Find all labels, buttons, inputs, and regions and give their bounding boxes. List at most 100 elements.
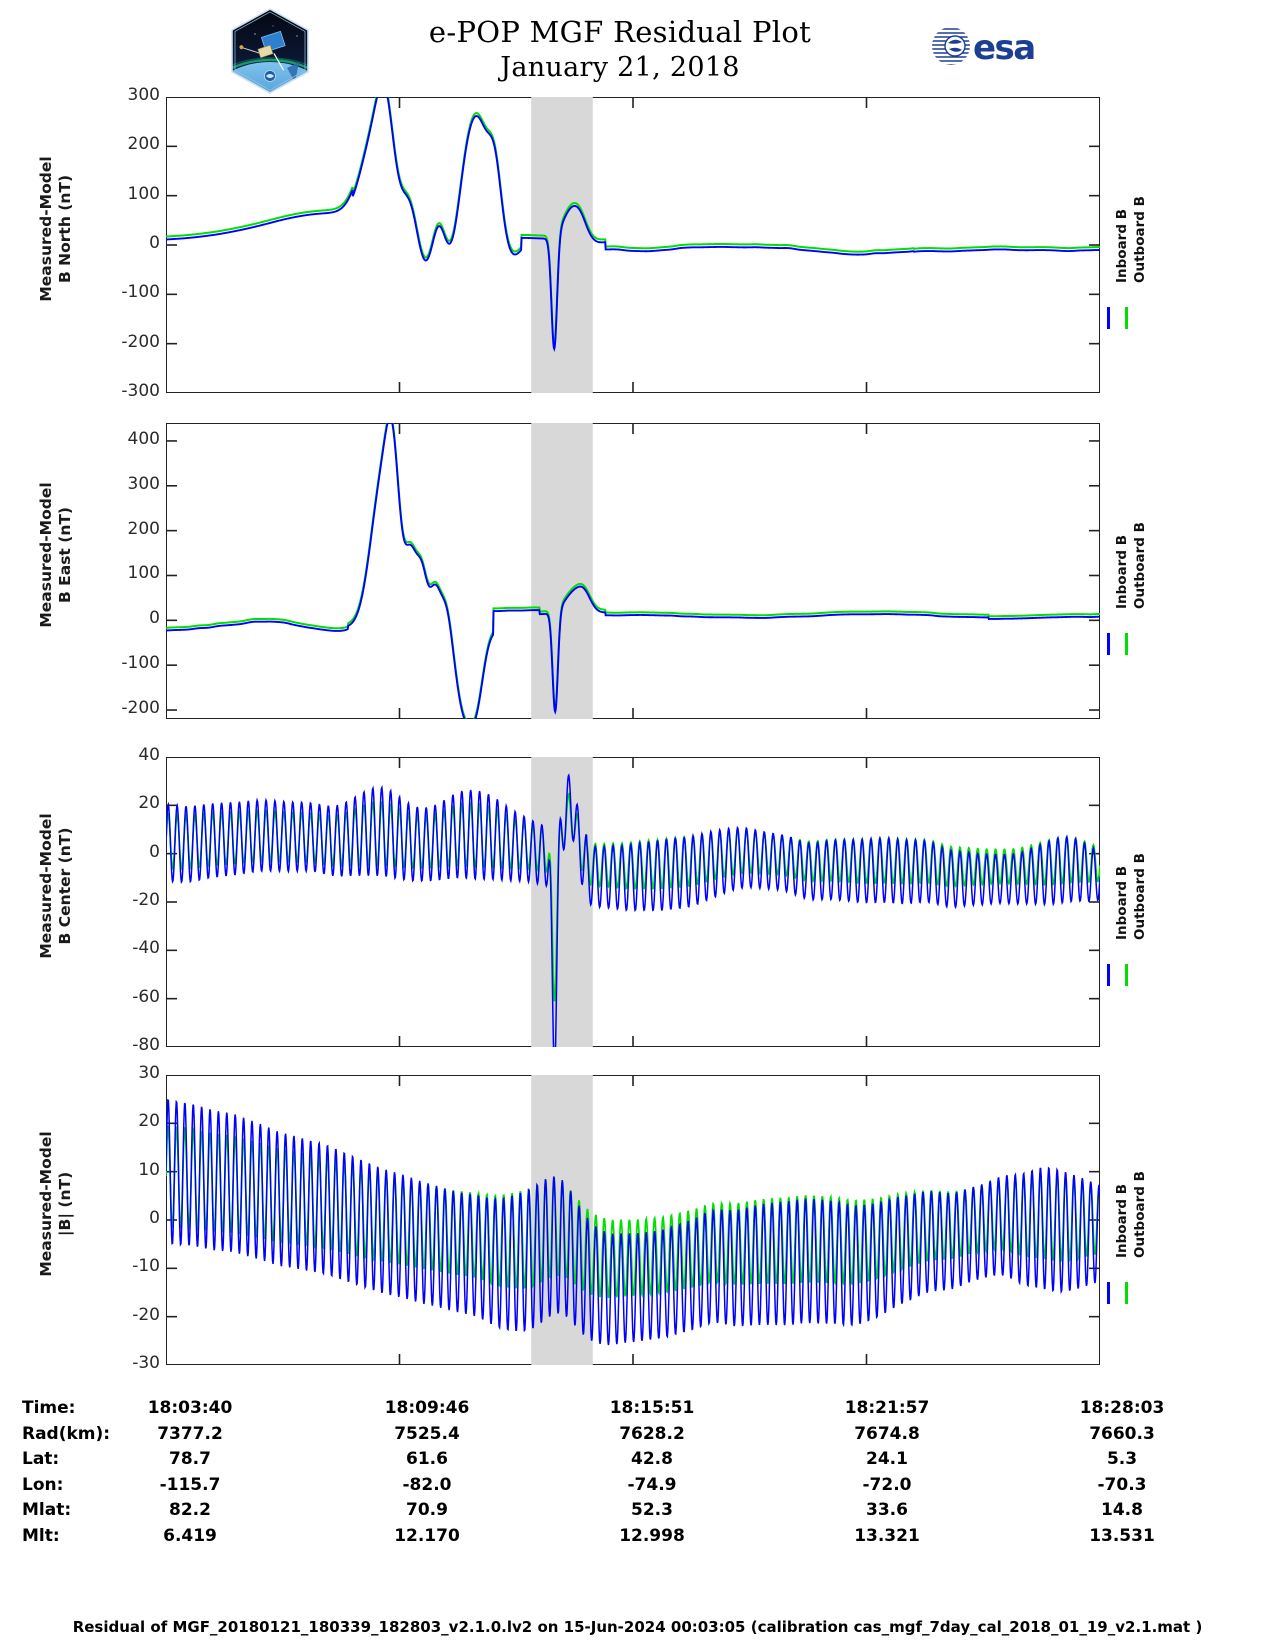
ephemeris-row: Rad(km): 7377.2 7525.4 7628.2 7674.8 7660.3 xyxy=(0,1424,1275,1450)
ephemeris-row-label: Lat: xyxy=(22,1449,60,1469)
ephemeris-cell: 24.1 xyxy=(866,1449,908,1469)
y-tick-label: 300 xyxy=(127,85,160,105)
legend-swatch-inboard xyxy=(1107,307,1110,329)
plot-panel-b-east xyxy=(166,423,1100,719)
y-tick-label: -40 xyxy=(132,938,160,959)
ephemeris-row-label: Mlt: xyxy=(22,1525,60,1546)
plot-canvas-b-center xyxy=(166,757,1100,1047)
ephemeris-cell: 7377.2 xyxy=(157,1423,223,1444)
y-tick-label: -300 xyxy=(121,381,160,401)
ephemeris-cell: 18:28:03 xyxy=(1079,1398,1165,1418)
shaded-time-band xyxy=(531,97,593,393)
ephemeris-cell: 6.419 xyxy=(163,1525,217,1546)
ephemeris-cell: 7674.8 xyxy=(854,1423,920,1444)
legend-swatch-inboard xyxy=(1107,1282,1110,1304)
ephemeris-cell: 18:09:46 xyxy=(384,1398,470,1418)
y-tick-label: -100 xyxy=(121,653,160,674)
y-tick-label: 0 xyxy=(149,841,160,862)
ephemeris-row: Mlt: 6.419 12.170 12.998 13.321 13.531 xyxy=(0,1526,1275,1552)
y-tick-label: 0 xyxy=(149,608,160,629)
ephemeris-cell: 7525.4 xyxy=(394,1423,460,1444)
ephemeris-row: Lat: 78.7 61.6 42.8 24.1 5.3 xyxy=(0,1449,1275,1475)
shaded-time-band xyxy=(531,757,593,1047)
plot-canvas-b-east xyxy=(166,423,1100,719)
y-tick-label: -200 xyxy=(121,331,160,352)
legend-swatch-outboard xyxy=(1125,633,1128,655)
y-tick-label: -20 xyxy=(132,1304,160,1325)
y-tick-label: 20 xyxy=(138,793,160,814)
legend-label-outboard: Outboard B xyxy=(1132,522,1148,609)
ephemeris-cell: 13.531 xyxy=(1089,1525,1155,1546)
plot-frame xyxy=(166,423,1100,719)
ephemeris-cell: 18:15:51 xyxy=(609,1398,695,1418)
y-tick-label: 100 xyxy=(127,563,160,584)
y-tick-label: 40 xyxy=(138,745,160,765)
y-tick-label: 30 xyxy=(138,1063,160,1083)
legend-label-outboard: Outboard B xyxy=(1132,853,1148,940)
y-tick-label: 200 xyxy=(127,518,160,539)
ephemeris-cell: 7628.2 xyxy=(619,1423,685,1444)
y-tick-label: 10 xyxy=(138,1159,160,1180)
y-tick-label: 400 xyxy=(127,428,160,449)
series-line-outboard xyxy=(166,97,1100,346)
ephemeris-cell: -115.7 xyxy=(159,1474,221,1495)
shaded-time-band xyxy=(531,423,593,719)
y-tick-label: 0 xyxy=(149,1208,160,1228)
legend-swatch-outboard xyxy=(1125,307,1128,329)
ephemeris-row: Time: 18:03:40 18:09:46 18:15:51 18:21:57 18:… xyxy=(0,1398,1275,1424)
plot-canvas-b-north xyxy=(166,97,1100,393)
title-line-1: e-POP MGF Residual Plot xyxy=(428,15,812,49)
esa-logo-icon: esa xyxy=(925,22,1045,70)
y-tick-label: 300 xyxy=(127,473,160,494)
y-tick-label: -100 xyxy=(121,282,160,303)
ephemeris-cell: 18:03:40 xyxy=(147,1398,233,1418)
y-tick-label: 0 xyxy=(149,233,160,253)
ephemeris-row: Lon: -115.7 -82.0 -74.9 -72.0 -70.3 xyxy=(0,1475,1275,1501)
plot-panel-b-center xyxy=(166,757,1100,1047)
y-tick-label: -10 xyxy=(132,1256,160,1277)
y-tick-label: -20 xyxy=(132,890,160,910)
ephemeris-cell: 5.3 xyxy=(1106,1449,1138,1469)
plot-frame xyxy=(166,757,1100,1047)
y-tick-label: -60 xyxy=(132,986,160,1007)
y-tick-label: 100 xyxy=(127,183,160,204)
ephemeris-cell: 61.6 xyxy=(406,1449,448,1469)
series-line-inboard xyxy=(166,423,1100,719)
legend-swatch-outboard xyxy=(1125,1282,1128,1304)
legend-label-outboard: Outboard B xyxy=(1132,1171,1148,1258)
series-line-inboard xyxy=(166,97,1100,349)
ephemeris-cell: 42.8 xyxy=(631,1449,673,1469)
ephemeris-row-label: Time: xyxy=(22,1398,76,1418)
legend-label-inboard: Inboard B xyxy=(1114,866,1130,940)
series-line-inboard xyxy=(166,775,1100,1047)
ephemeris-row-label: Mlat: xyxy=(22,1500,72,1520)
ephemeris-cell: -70.3 xyxy=(1097,1474,1147,1495)
legend-swatch-inboard xyxy=(1107,964,1110,986)
series-line-outboard xyxy=(166,423,1100,719)
legend-label-inboard: Inboard B xyxy=(1114,209,1130,283)
ephemeris-row-label: Lon: xyxy=(22,1474,64,1495)
plot-canvas-b-magnitude xyxy=(166,1075,1100,1365)
ephemeris-table: Time: 18:03:40 18:09:46 18:15:51 18:21:57 18:… xyxy=(0,1398,1275,1551)
page-title: e-POP MGF Residual Plot January 21, 2018 xyxy=(330,14,910,86)
cassiope-mission-patch-icon: CASSIOPE xyxy=(225,6,315,96)
series-line-inboard xyxy=(166,1100,1100,1345)
ephemeris-cell: 82.2 xyxy=(169,1500,211,1520)
ephemeris-cell: -72.0 xyxy=(862,1474,912,1495)
ephemeris-cell: 14.8 xyxy=(1101,1500,1143,1520)
ephemeris-cell: -82.0 xyxy=(402,1474,452,1495)
ephemeris-cell: 70.9 xyxy=(406,1500,448,1520)
plot-frame xyxy=(166,97,1100,393)
plot-panel-b-magnitude xyxy=(166,1075,1100,1365)
ephemeris-cell: 78.7 xyxy=(169,1449,211,1469)
ephemeris-cell: 18:21:57 xyxy=(844,1398,930,1418)
y-tick-label: -200 xyxy=(121,698,160,719)
ephemeris-cell: 7660.3 xyxy=(1089,1423,1155,1444)
y-tick-label: 200 xyxy=(127,134,160,155)
ephemeris-cell: -74.9 xyxy=(627,1474,677,1495)
ephemeris-row: Mlat: 82.2 70.9 52.3 33.6 14.8 xyxy=(0,1500,1275,1526)
ephemeris-cell: 33.6 xyxy=(866,1500,908,1520)
ephemeris-row-label: Rad(km): xyxy=(22,1423,111,1444)
ephemeris-cell: 12.170 xyxy=(394,1525,460,1546)
legend-label-outboard: Outboard B xyxy=(1132,196,1148,283)
